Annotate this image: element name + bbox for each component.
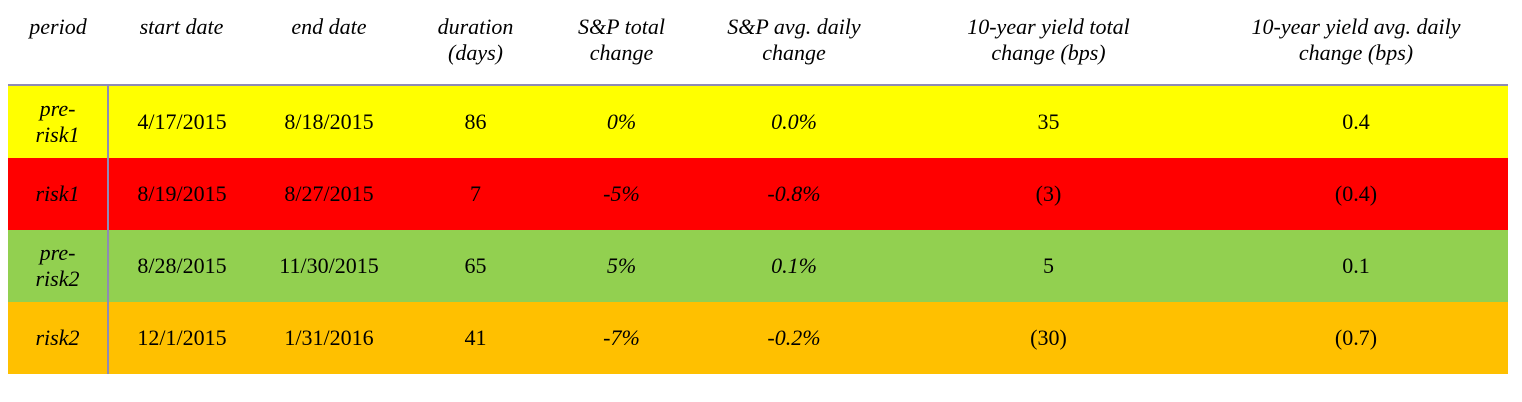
sp-avg-daily-change-cell: 0.0%	[771, 109, 817, 134]
column-header-label: (days)	[448, 40, 503, 65]
start-date-cell: 12/1/2015	[137, 325, 227, 350]
column-header-label: change	[762, 40, 826, 65]
yield-total-change-cell: 35	[1037, 109, 1060, 134]
column-header-start-date: start date	[108, 14, 255, 86]
sp-avg-daily-change-cell: -0.8%	[767, 181, 821, 206]
period-label: risk2	[35, 325, 80, 350]
column-header-label: change	[589, 40, 654, 65]
period-label: pre-	[39, 240, 76, 265]
period-label: pre-	[39, 96, 76, 121]
sp-avg-daily-change-cell: 0.1%	[771, 253, 817, 278]
column-header-label: end date	[291, 14, 367, 39]
column-header-label: period	[29, 14, 87, 39]
table-row-pre-risk2: pre- risk2 8/28/2015 11/30/2015 65 5% 0.…	[8, 230, 1508, 302]
period-label: risk2	[35, 266, 80, 291]
header-row: period start date end date duration (day…	[8, 14, 1508, 86]
column-header-duration: duration (days)	[403, 14, 548, 86]
yield-avg-daily-change-cell: (0.7)	[1334, 325, 1378, 350]
yield-total-change-cell: 5	[1043, 253, 1054, 278]
end-date-cell: 11/30/2015	[279, 253, 379, 278]
sp-total-change-cell: -5%	[603, 181, 640, 206]
column-header-label: S&P total	[578, 14, 665, 39]
end-date-cell: 8/18/2015	[284, 109, 374, 134]
table-row-risk1: risk1 8/19/2015 8/27/2015 7 -5% -0.8% (3…	[8, 158, 1508, 230]
column-header-label: change (bps)	[1298, 40, 1414, 65]
column-header-sp-total-change: S&P total change	[548, 14, 695, 86]
end-date-cell: 8/27/2015	[284, 181, 374, 206]
yield-avg-daily-change-cell: 0.1	[1342, 253, 1370, 278]
yield-total-change-cell: (30)	[1030, 325, 1067, 350]
yield-total-change-cell: (3)	[1035, 181, 1062, 206]
period-cell: risk1	[8, 158, 109, 230]
column-header-label: change (bps)	[991, 40, 1106, 65]
duration-cell: 41	[464, 325, 487, 350]
column-header-label: S&P avg. daily	[727, 14, 861, 39]
start-date-cell: 8/19/2015	[137, 181, 227, 206]
end-date-cell: 1/31/2016	[284, 325, 374, 350]
sp-total-change-cell: 5%	[606, 253, 637, 278]
sp-total-change-cell: -7%	[603, 325, 640, 350]
sp-avg-daily-change-cell: -0.2%	[767, 325, 821, 350]
column-header-yield-avg-daily-change: 10-year yield avg. daily change (bps)	[1204, 14, 1508, 86]
column-header-label: 10-year yield total	[967, 14, 1130, 39]
period-comparison-table: period start date end date duration (day…	[8, 14, 1508, 374]
column-header-period: period	[8, 14, 108, 86]
column-header-label: 10-year yield avg. daily	[1251, 14, 1461, 39]
yield-avg-daily-change-cell: 0.4	[1342, 109, 1370, 134]
duration-cell: 86	[464, 109, 487, 134]
duration-cell: 65	[464, 253, 487, 278]
duration-cell: 7	[470, 181, 481, 206]
column-header-sp-avg-daily-change: S&P avg. daily change	[695, 14, 893, 86]
start-date-cell: 4/17/2015	[137, 109, 227, 134]
yield-avg-daily-change-cell: (0.4)	[1334, 181, 1378, 206]
sp-total-change-cell: 0%	[606, 109, 637, 134]
period-label: risk1	[35, 181, 80, 206]
period-cell: pre- risk1	[8, 85, 109, 158]
start-date-cell: 8/28/2015	[137, 253, 227, 278]
column-header-yield-total-change: 10-year yield total change (bps)	[893, 14, 1204, 86]
table-row-pre-risk1: pre- risk1 4/17/2015 8/18/2015 86 0% 0.0…	[8, 85, 1508, 158]
column-header-label: start date	[139, 14, 224, 39]
table-row-risk2: risk2 12/1/2015 1/31/2016 41 -7% -0.2% (…	[8, 302, 1508, 374]
column-header-label: duration	[437, 14, 514, 39]
period-label: risk1	[35, 122, 80, 147]
period-cell: pre- risk2	[8, 230, 109, 302]
period-cell: risk2	[8, 302, 109, 374]
column-header-end-date: end date	[255, 14, 403, 86]
